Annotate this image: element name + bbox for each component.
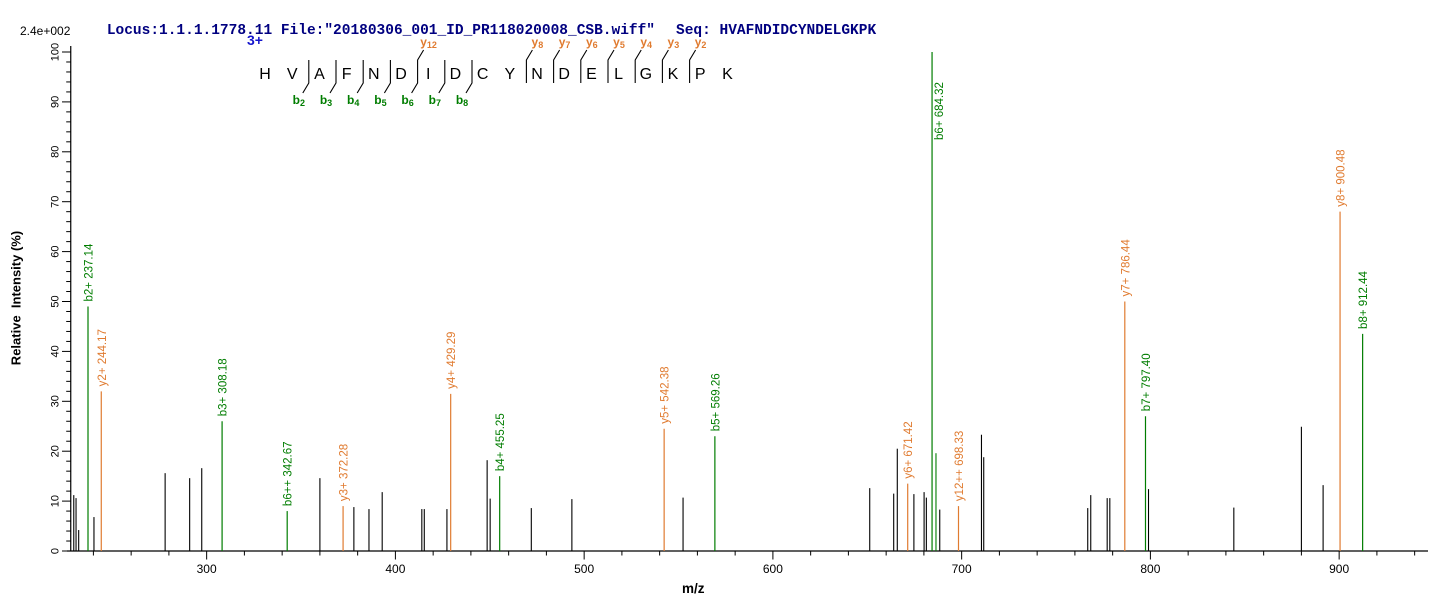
y-tick-label: 40 — [50, 345, 62, 357]
y-tick-label: 80 — [50, 146, 62, 158]
header-bar: Locus:1.1.1.1778.11 File:"20180306_001_I… — [72, 7, 876, 55]
b-ion-peak-label: b5+ 569.26 — [710, 373, 722, 431]
fragmentation-mark — [411, 49, 425, 94]
fragmentation-mark — [302, 60, 310, 94]
x-tick-label: 400 — [385, 562, 405, 576]
y-ion-peak-label: y5+ 542.38 — [660, 367, 672, 424]
residue-letter: N — [368, 66, 380, 83]
y-fragment-label: y7 — [559, 35, 571, 50]
b-ion-peak-label: b2+ 237.14 — [84, 243, 96, 301]
fragmentation-mark — [634, 49, 642, 83]
x-tick-label: 700 — [952, 562, 972, 576]
b-ion-peak-label: b8+ 912.44 — [1358, 270, 1370, 328]
x-tick-label: 600 — [763, 562, 783, 576]
y-fragment-label: y4 — [640, 35, 652, 50]
fragmentation-mark — [607, 49, 615, 83]
b-ion-peak-label: b4+ 455.25 — [495, 413, 507, 471]
y-ion-peak-label: y3+ 372.28 — [339, 444, 351, 501]
b-fragment-label: b7 — [429, 93, 441, 108]
residue-letter: N — [531, 66, 543, 83]
y-tick-label: 70 — [50, 196, 62, 208]
y-tick-label: 60 — [50, 245, 62, 257]
x-tick-label: 800 — [1140, 562, 1160, 576]
residue-letter: G — [640, 66, 652, 83]
y-tick-label: 90 — [50, 96, 62, 108]
residue-letter: P — [695, 66, 706, 83]
fragmentation-mark — [661, 49, 669, 83]
y-fragment-label: y2 — [695, 35, 707, 50]
fragmentation-mark — [525, 49, 533, 83]
x-tick-label: 900 — [1329, 562, 1349, 576]
y-tick-label: 10 — [50, 495, 62, 507]
y-tick-label: 0 — [50, 548, 62, 554]
y-tick-label: 30 — [50, 395, 62, 407]
b-fragment-label: b3 — [320, 93, 332, 108]
x-axis-title: m/z — [682, 581, 705, 596]
residue-letter: Y — [504, 66, 515, 83]
x-tick-label: 500 — [574, 562, 594, 576]
residue-letter: F — [342, 66, 352, 83]
fragmentation-mark — [465, 60, 473, 94]
sequence-label: Seq: HVAFNDIDCYNDELGKPK — [676, 23, 877, 39]
b-fragment-label: b5 — [374, 93, 386, 108]
y-fragment-label: y8 — [532, 35, 544, 50]
fragmentation-mark — [329, 60, 337, 94]
fragmentation-mark — [438, 60, 446, 94]
y-ion-peak-label: y7+ 786.44 — [1120, 239, 1132, 297]
fragmentation-mark — [356, 60, 364, 94]
y-fragment-label: y6 — [586, 35, 598, 50]
residue-letter: D — [558, 66, 570, 83]
residue-letter: I — [426, 66, 430, 83]
residue-letter: V — [287, 66, 298, 83]
b-fragment-label: b2 — [293, 93, 305, 108]
b-ion-peak-label: b3+ 308.18 — [218, 358, 230, 416]
residue-letter: K — [722, 66, 733, 83]
y-tick-label: 20 — [50, 445, 62, 457]
residue-letter: H — [259, 66, 271, 83]
residue-letter: L — [614, 66, 623, 83]
y-tick-label: 100 — [50, 43, 62, 61]
y-ion-peak-label: y12++ 698.33 — [954, 431, 966, 501]
y-fragment-label: y12 — [420, 35, 437, 50]
fragmentation-mark — [689, 49, 697, 83]
y-fragment-label: y5 — [613, 35, 625, 50]
max-intensity-label: 2.4e+002 — [20, 24, 71, 38]
precursor-charge-label: 3+ — [247, 32, 263, 48]
b-fragment-label: b8 — [456, 93, 468, 108]
y-fragment-label: y3 — [668, 35, 680, 50]
locus-file-label: Locus:1.1.1.1778.11 File:"20180306_001_I… — [106, 23, 656, 39]
fragmentation-mark — [553, 49, 561, 83]
b-ion-peak-label: b6+ 684.32 — [934, 82, 946, 140]
residue-letter: D — [450, 66, 462, 83]
residue-letter: K — [668, 66, 679, 83]
x-tick-label: 300 — [197, 562, 217, 576]
b-fragment-label: b6 — [401, 93, 413, 108]
y-ion-peak-label: y8+ 900.48 — [1336, 149, 1348, 206]
b-ion-peak-label: b6++ 342.67 — [283, 441, 295, 506]
y-ion-peak-label: y2+ 244.17 — [97, 329, 109, 386]
residue-letter: E — [586, 66, 597, 83]
b-fragment-label: b4 — [347, 93, 359, 108]
y-ion-peak-label: y4+ 429.29 — [446, 332, 458, 389]
y-tick-label: 50 — [50, 295, 62, 307]
b-ion-peak-label: b7+ 797.40 — [1141, 353, 1153, 411]
residue-letter: C — [477, 66, 489, 83]
y-ion-peak-label: y6+ 671.42 — [903, 421, 915, 478]
fragmentation-mark — [580, 49, 588, 83]
residue-letter: A — [314, 66, 325, 83]
residue-letter: D — [395, 66, 407, 83]
fragmentation-mark — [383, 60, 391, 94]
